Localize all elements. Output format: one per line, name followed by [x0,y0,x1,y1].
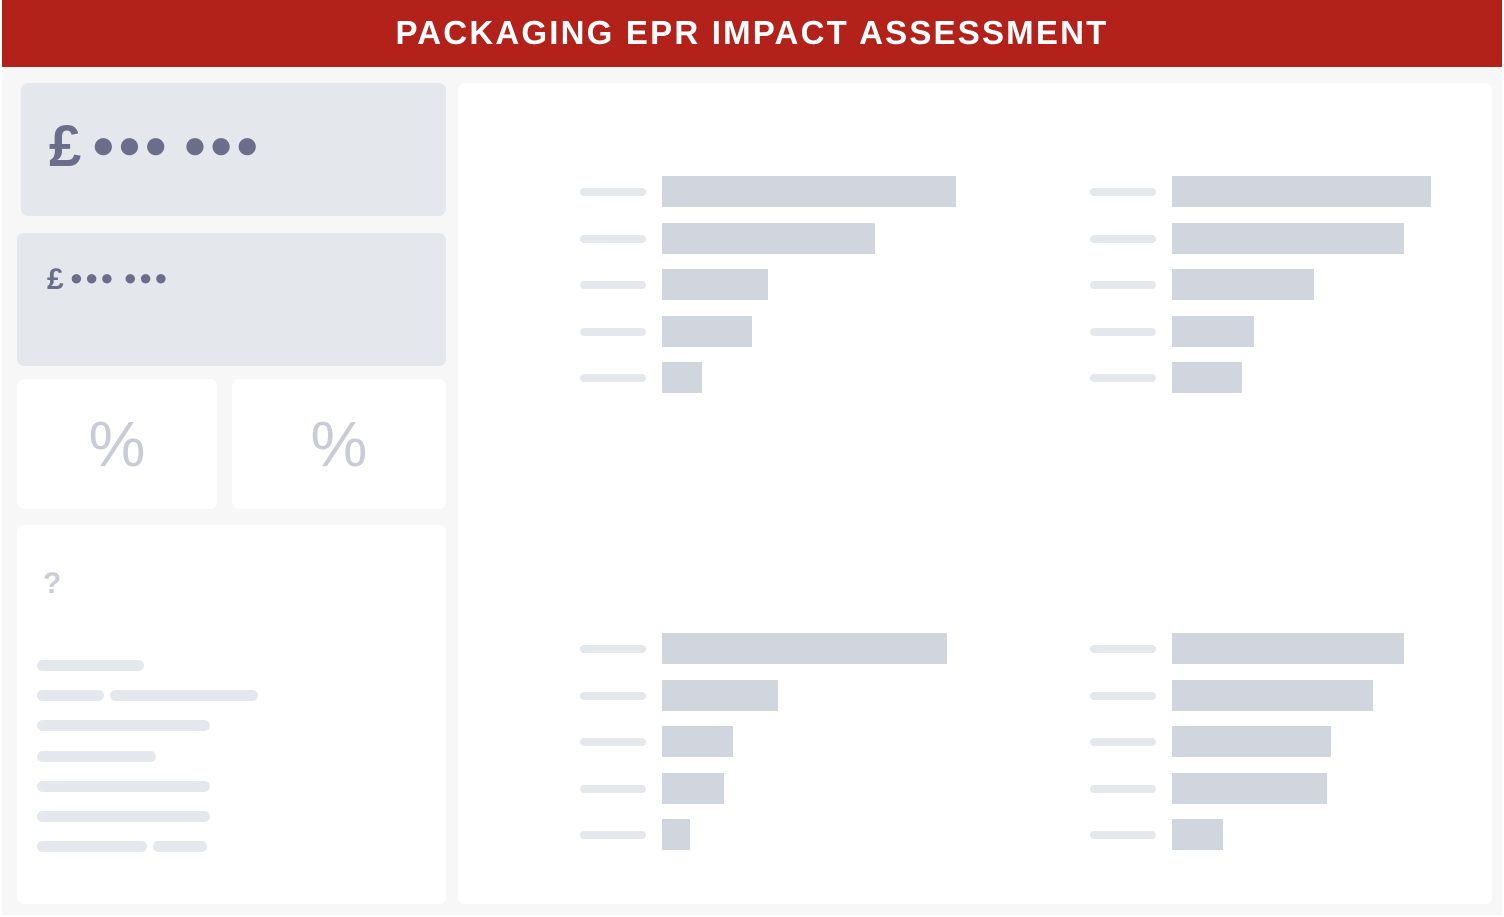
kpi-card-secondary: £ ●●● ●●● [17,233,446,366]
category-label-placeholder [1090,645,1156,653]
category-label-placeholder [580,738,646,746]
category-label-placeholder [580,234,646,243]
pound-icon: £ [47,263,64,296]
text-placeholder-line [37,781,210,792]
info-panel: ? [17,525,446,904]
bar [1172,679,1373,711]
category-label-placeholder [580,281,646,289]
bar [1172,633,1404,664]
text-placeholder-line [37,751,156,762]
text-placeholder-line [37,690,104,701]
category-label-placeholder [1090,281,1156,289]
bar [1172,362,1242,393]
header-bar: PACKAGING EPR IMPACT ASSESSMENT [2,0,1502,67]
category-label-placeholder [580,327,646,336]
bar [662,633,948,664]
bar [662,362,702,393]
percent-card-right: % [232,379,446,509]
text-placeholder-line [37,720,210,731]
pound-icon: £ [49,114,82,179]
masked-value: ●●● ●●● [69,265,170,290]
bar [662,819,690,850]
question-icon: ? [43,567,62,600]
category-label-placeholder [1090,374,1156,382]
category-label-placeholder [1090,738,1156,746]
bar [1172,269,1315,300]
bar [1172,222,1404,254]
category-label-placeholder [580,645,646,653]
percent-card-left: % [17,379,217,509]
bar [662,772,724,804]
bar [662,315,752,347]
chart-area [458,83,1492,904]
category-label-placeholder [1090,831,1156,839]
bar [1172,772,1328,804]
category-label-placeholder [1090,784,1156,793]
page-title: PACKAGING EPR IMPACT ASSESSMENT [395,13,1109,51]
category-label-placeholder [580,784,646,793]
masked-value: ●●● ●●● [91,123,262,167]
category-label-placeholder [580,374,646,382]
text-placeholder-line [37,660,144,671]
text-placeholder-line [153,841,207,852]
text-placeholder-line [37,841,147,852]
kpi-secondary-amount: £ ●●● ●●● [47,263,170,299]
category-label-placeholder [580,188,646,196]
bar [1172,726,1332,757]
bar [1172,819,1223,850]
category-label-placeholder [1090,234,1156,243]
bar [662,679,779,711]
category-label-placeholder [1090,327,1156,336]
bar [662,222,876,254]
category-label-placeholder [1090,188,1156,196]
category-label-placeholder [580,831,646,839]
bar [1172,176,1431,207]
bar [662,726,733,757]
kpi-primary-amount: £ ●●● ●●● [49,117,261,183]
text-placeholder-line [37,811,210,822]
category-label-placeholder [580,691,646,700]
bar [662,176,956,207]
category-label-placeholder [1090,691,1156,700]
percent-icon: % [310,408,368,480]
percent-icon: % [88,408,146,480]
bar [1172,315,1254,347]
bar [662,269,768,300]
text-placeholder-line [110,690,258,701]
kpi-card-primary: £ ●●● ●●● [21,83,446,216]
